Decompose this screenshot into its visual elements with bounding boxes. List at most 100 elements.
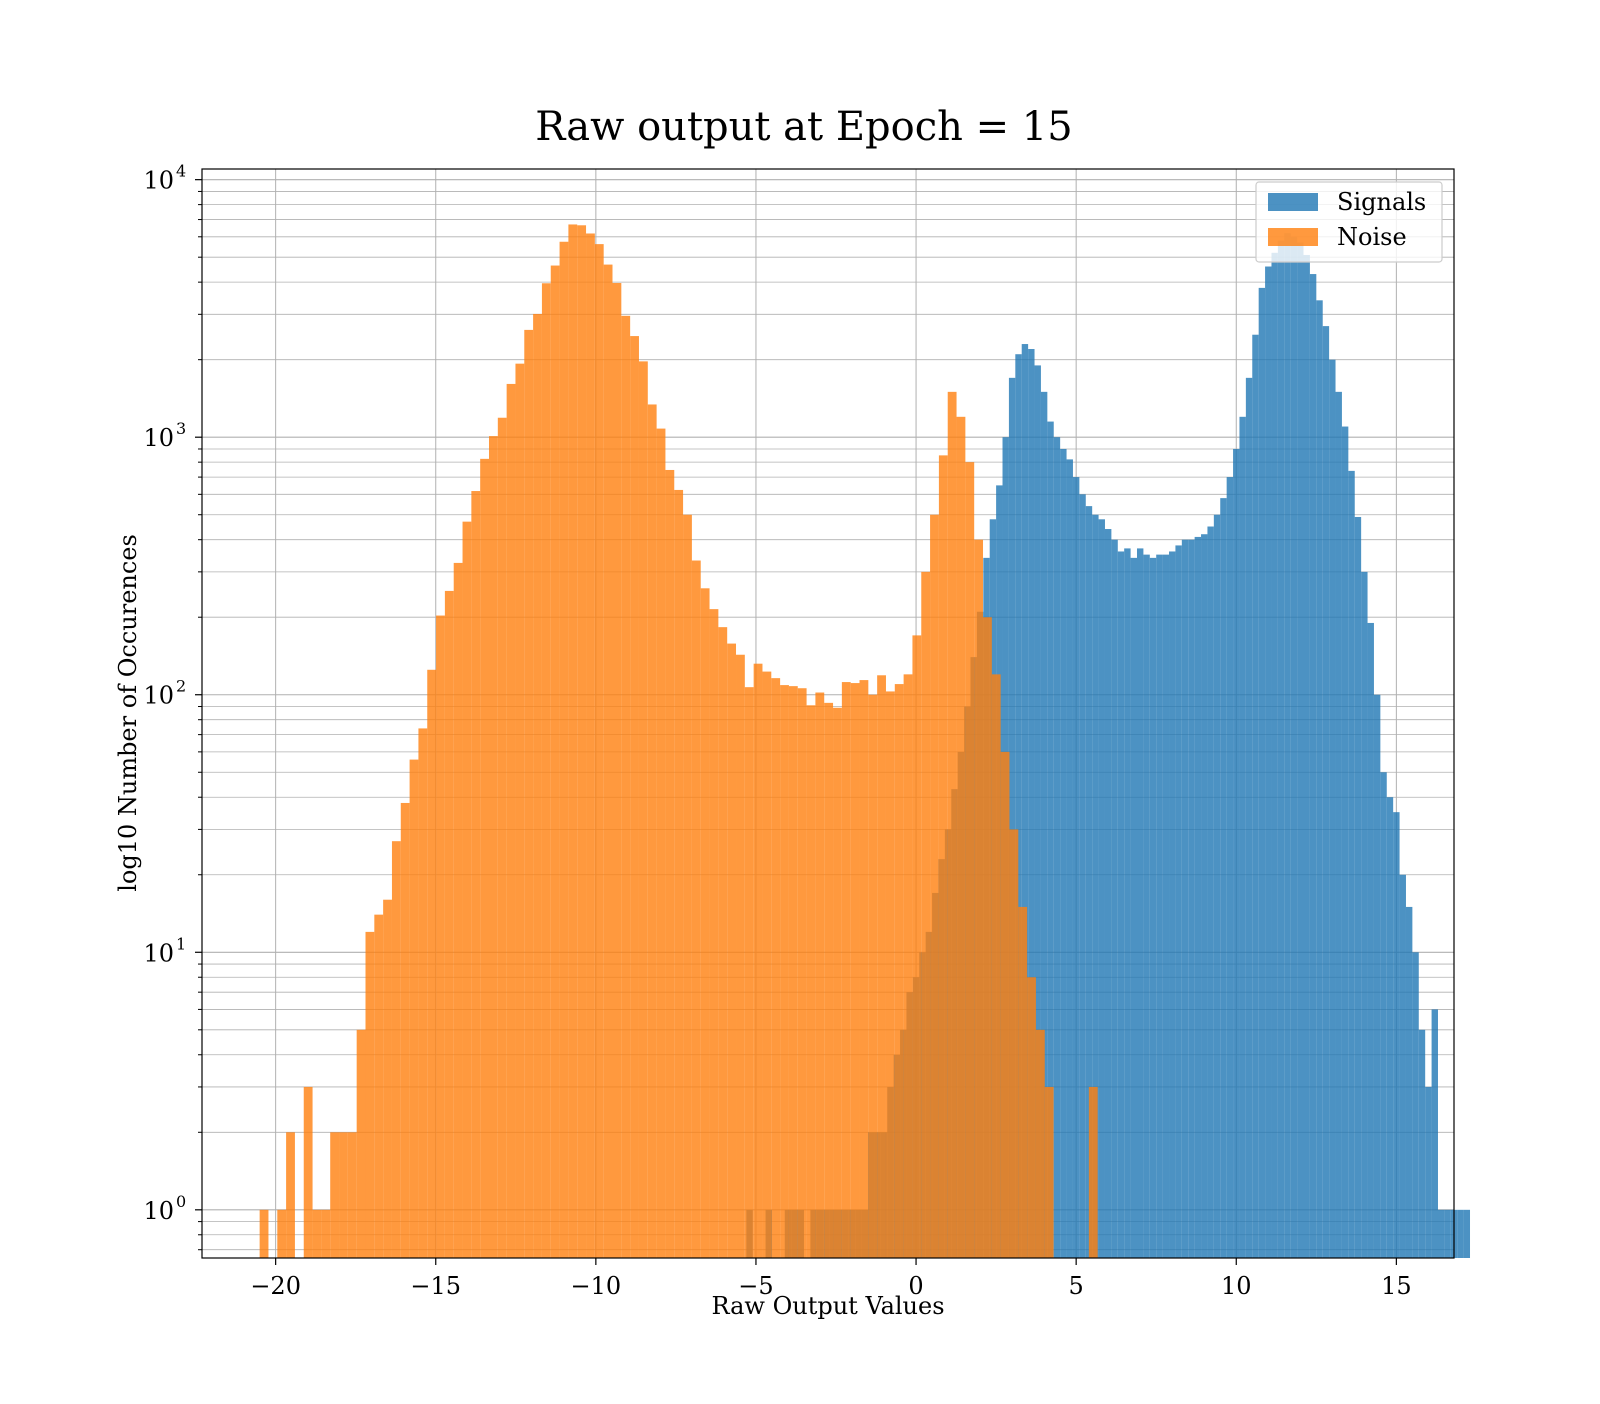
histogram-bar [374, 914, 384, 1258]
histogram-bar [718, 627, 728, 1258]
histogram-bar [594, 244, 604, 1258]
histogram-bar [674, 489, 684, 1259]
x-tick-label: 5 [1069, 1272, 1084, 1300]
legend-swatch-signals [1268, 193, 1318, 211]
histogram-bar [1085, 506, 1093, 1258]
histogram-bar [1201, 534, 1208, 1258]
histogram-bar [1444, 1209, 1451, 1258]
histogram-bar [1226, 477, 1234, 1258]
histogram-bar [974, 539, 984, 1258]
histogram-bar [859, 680, 869, 1258]
histogram-bar [1034, 365, 1041, 1258]
histogram-bar [983, 617, 992, 1258]
histogram-bar [453, 562, 463, 1258]
histogram-bar [1271, 252, 1278, 1259]
histogram-bar [1418, 1029, 1426, 1258]
histogram-bar [1431, 1009, 1438, 1258]
histogram-bar [1018, 906, 1028, 1258]
histogram-bar [709, 609, 719, 1258]
y-axis-label: log10 Number of Occurences [114, 534, 142, 892]
histogram-bar [841, 682, 851, 1258]
x-tick-label: 10 [1221, 1272, 1252, 1300]
histogram-bar [788, 686, 798, 1258]
histogram-bar [339, 1132, 348, 1258]
legend-label-noise: Noise [1337, 223, 1407, 251]
y-tick-label: 10 [143, 167, 174, 195]
legend-swatch-noise [1268, 228, 1318, 246]
histogram-bar [691, 560, 701, 1258]
histogram-bar [744, 687, 754, 1258]
histogram-bar [1437, 1209, 1445, 1258]
histogram-bar [1207, 526, 1214, 1258]
histogram-bar [1258, 287, 1266, 1258]
histogram-bar [903, 674, 913, 1258]
histogram-bar [1143, 554, 1150, 1258]
histogram-bar [1079, 494, 1086, 1258]
histogram-bar [1088, 1086, 1098, 1258]
x-tick-label: 0 [908, 1272, 923, 1300]
histogram-bar [753, 663, 763, 1258]
histogram-bar [1181, 539, 1189, 1258]
histogram-bar [1380, 772, 1387, 1258]
histogram-bar [771, 678, 781, 1258]
histogram-bar [1060, 448, 1067, 1258]
histogram-bar [1008, 377, 1016, 1258]
histogram-bar [1405, 906, 1413, 1258]
histogram-bar [647, 404, 657, 1258]
histogram-bar [1322, 326, 1330, 1259]
histogram-bar [683, 514, 692, 1258]
histogram-bar [1303, 254, 1310, 1259]
y-tick-label: 10 [143, 939, 174, 967]
histogram-bar [1309, 274, 1317, 1259]
histogram-bar [515, 363, 525, 1259]
histogram-bar [1169, 551, 1176, 1258]
histogram-bar [577, 225, 587, 1258]
y-tick-exponent: 1 [176, 934, 186, 953]
histogram-bar [383, 899, 392, 1258]
histogram-bar [1104, 529, 1112, 1258]
histogram-bar [1284, 233, 1291, 1258]
x-tick-label: 15 [1381, 1272, 1412, 1300]
histogram-bar [497, 417, 507, 1259]
histogram-bar [762, 671, 772, 1258]
histogram-bar [1457, 1209, 1464, 1258]
histogram-bar [330, 1132, 340, 1258]
histogram-bar [1111, 539, 1118, 1258]
histogram-bar [303, 1086, 313, 1258]
histogram-bar [1393, 812, 1400, 1258]
histogram-bar [833, 707, 842, 1258]
histogram-bar [1130, 557, 1137, 1258]
histogram-bar [356, 1029, 366, 1258]
histogram-bar [321, 1209, 331, 1258]
histogram-bar [1290, 236, 1298, 1258]
histogram-bar [1354, 516, 1362, 1258]
histogram-bar [912, 635, 922, 1258]
histogram-bar [1297, 242, 1304, 1258]
histogram-bar [947, 391, 957, 1258]
histogram-bar [444, 590, 454, 1258]
histogram-bar [1373, 694, 1381, 1258]
histogram-bar [1117, 551, 1125, 1258]
histogram-bar [586, 233, 595, 1258]
histogram-bar [365, 931, 375, 1258]
histogram-bar [1316, 300, 1323, 1258]
histogram-bar [1124, 548, 1131, 1258]
histogram-bar [1233, 448, 1240, 1258]
histogram-bar [885, 691, 895, 1258]
histogram-bar [1149, 557, 1157, 1258]
histogram-bar [1252, 334, 1259, 1258]
x-axis-ticks: −20 −15 −10 −5 0 5 10 15 [250, 1258, 1412, 1300]
histogram-bars [259, 224, 1471, 1259]
histogram-bar [541, 283, 551, 1258]
histogram-bar [1028, 349, 1035, 1258]
histogram-bar [1245, 377, 1253, 1258]
histogram-bar [700, 588, 710, 1258]
histogram-bar [1027, 977, 1036, 1258]
histogram-bar [1009, 829, 1019, 1258]
legend: Signals Noise [1255, 181, 1443, 263]
histogram-bar [1463, 1209, 1471, 1258]
histogram-bar [1072, 477, 1080, 1258]
histogram-bar [550, 265, 560, 1258]
